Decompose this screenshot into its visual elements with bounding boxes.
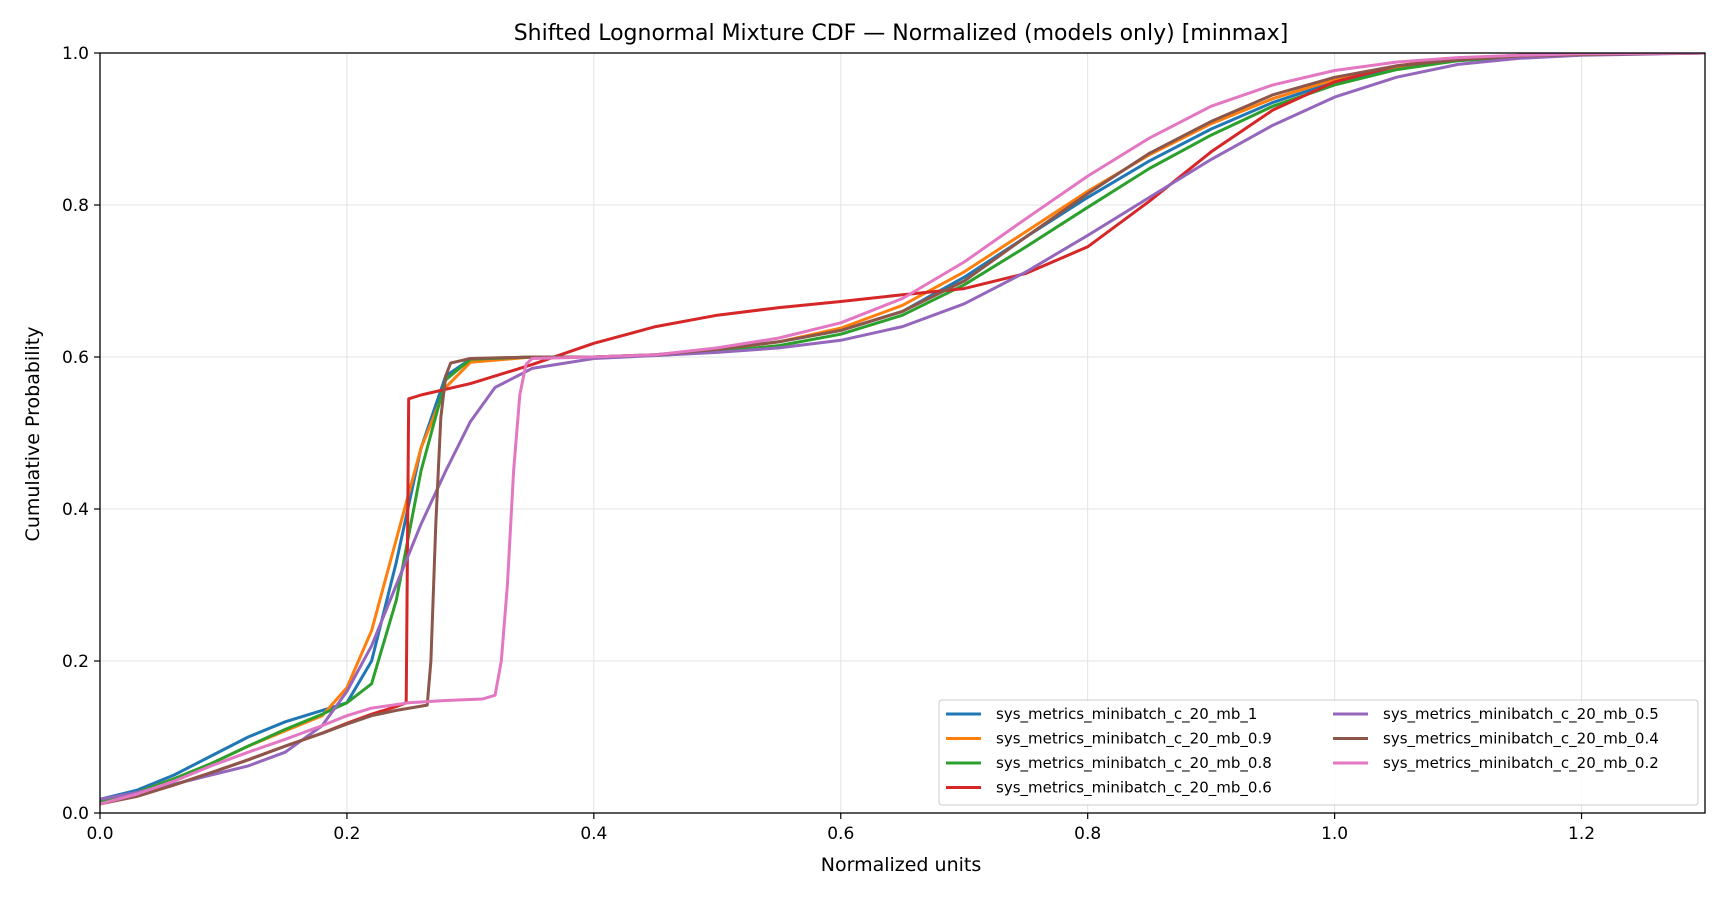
y-tick-label: 0.4 (62, 500, 89, 520)
x-tick-label: 1.2 (1568, 824, 1595, 844)
series-line (100, 53, 1705, 804)
legend-label: sys_metrics_minibatch_c_20_mb_1 (996, 705, 1257, 724)
x-tick-label: 0.6 (827, 824, 854, 844)
y-tick-label: 0.6 (62, 348, 89, 368)
x-tick-label: 0.0 (86, 824, 113, 844)
series-line (100, 53, 1705, 806)
series-line (100, 53, 1705, 801)
axes-frame (99, 52, 1706, 814)
x-tick-label: 0.8 (1074, 824, 1101, 844)
legend-label: sys_metrics_minibatch_c_20_mb_0.4 (1383, 730, 1659, 749)
x-axis-title: Normalized units (821, 854, 982, 876)
series-line (100, 53, 1705, 804)
series-line (100, 53, 1705, 806)
legend-label: sys_metrics_minibatch_c_20_mb_0.2 (1383, 754, 1659, 773)
y-tick-label: 0.0 (62, 804, 89, 824)
legend-frame (938, 699, 1699, 806)
series-group (100, 53, 1705, 806)
legend-label: sys_metrics_minibatch_c_20_mb_0.5 (1383, 705, 1659, 724)
legend-label: sys_metrics_minibatch_c_20_mb_0.9 (996, 730, 1272, 749)
y-tick-label: 0.2 (62, 652, 89, 672)
x-tick-label: 0.4 (580, 824, 607, 844)
x-tick-label: 1.0 (1321, 824, 1348, 844)
series-line (100, 53, 1705, 806)
legend-label: sys_metrics_minibatch_c_20_mb_0.8 (996, 754, 1272, 773)
y-tick-label: 0.8 (62, 196, 89, 216)
x-tick-label: 0.2 (333, 824, 360, 844)
legend-label: sys_metrics_minibatch_c_20_mb_0.6 (996, 779, 1272, 798)
legend: sys_metrics_minibatch_c_20_mb_1 sys_metri… (938, 699, 1699, 806)
chart-title: Shifted Lognormal Mixture CDF — Normaliz… (514, 21, 1289, 46)
y-axis-title: Cumulative Probability (22, 327, 44, 542)
y-tick-label: 1.0 (62, 44, 89, 64)
series-line (100, 53, 1705, 801)
